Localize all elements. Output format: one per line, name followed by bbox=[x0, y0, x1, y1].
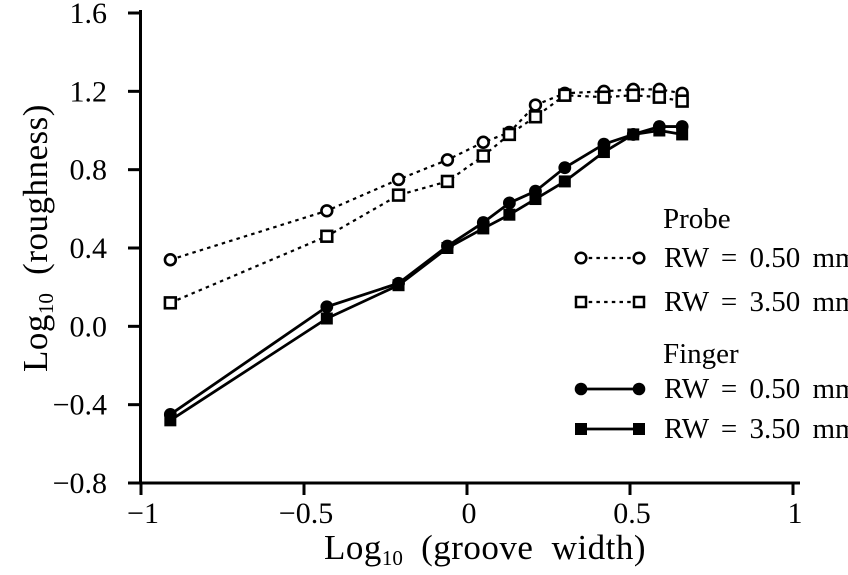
y-tick: 0.8 bbox=[70, 154, 141, 187]
filled-square-solid-swatch-icon bbox=[575, 423, 645, 435]
open-circle-dashed-swatch-icon bbox=[574, 251, 646, 265]
legend-item-probe-rw050: RW = 0.50 mm bbox=[567, 242, 848, 274]
filled-square-marker bbox=[441, 242, 454, 254]
x-axis-title-rest: (groove width) bbox=[421, 528, 647, 567]
open-square-marker bbox=[163, 296, 178, 310]
x-axis-title-main: Log bbox=[323, 528, 382, 567]
filled-square-marker bbox=[597, 146, 610, 159]
y-tick: 0.4 bbox=[70, 232, 141, 265]
x-tick: −0.5 bbox=[279, 483, 333, 530]
y-tick: −0.8 bbox=[53, 467, 141, 500]
open-square-marker bbox=[528, 110, 543, 124]
filled-square-marker bbox=[503, 208, 516, 221]
series-finger-rw-3-50-mm bbox=[164, 124, 689, 427]
filled-square-marker bbox=[320, 312, 333, 325]
y-tick: 1.6 bbox=[70, 0, 141, 30]
x-tick: −1 bbox=[127, 483, 159, 530]
legend-heading-probe: Probe bbox=[663, 203, 731, 235]
filled-square-marker bbox=[529, 193, 542, 206]
legend-label-probe-rw050: RW = 0.50 mm bbox=[664, 241, 848, 274]
x-tick-label: −0.5 bbox=[279, 497, 333, 530]
x-tick-label: 0 bbox=[462, 497, 477, 530]
y-tick-label: 1.6 bbox=[70, 0, 108, 30]
x-axis-title: Log10 (groove width) bbox=[280, 528, 690, 571]
filled-square-marker bbox=[676, 128, 689, 141]
legend-item-finger-rw050: RW = 0.50 mm bbox=[567, 373, 848, 405]
y-tick: −0.4 bbox=[53, 389, 141, 422]
x-tick: 1 bbox=[788, 483, 803, 530]
y-tick-label: 1.2 bbox=[70, 75, 108, 108]
y-axis-title-subscript: 10 bbox=[33, 293, 58, 315]
x-tick: 0 bbox=[462, 483, 477, 530]
open-square-marker bbox=[502, 127, 517, 142]
y-tick: 0.0 bbox=[70, 310, 141, 343]
filled-circle-marker bbox=[558, 161, 572, 175]
y-axis-title: Log10 (roughness) bbox=[16, 88, 58, 388]
legend-heading-finger: Finger bbox=[663, 338, 739, 370]
filled-circle-marker bbox=[502, 196, 516, 210]
legend-label-finger-rw050: RW = 0.50 mm bbox=[664, 372, 848, 405]
open-circle-marker bbox=[391, 172, 406, 187]
open-square-marker bbox=[476, 149, 490, 163]
y-axis-title-main: Log bbox=[16, 314, 55, 372]
x-tick-label: −1 bbox=[127, 497, 159, 530]
filled-square-marker bbox=[558, 175, 571, 188]
open-square-marker bbox=[675, 94, 689, 108]
y-axis-title-rest: (roughness) bbox=[16, 104, 55, 275]
open-square-marker bbox=[597, 90, 611, 104]
legend-label-probe-rw350: RW = 3.50 mm bbox=[664, 285, 848, 318]
x-tick-label: 1 bbox=[788, 497, 803, 530]
y-tick-label: 0.8 bbox=[70, 154, 108, 187]
open-square-marker bbox=[652, 90, 667, 104]
y-tick: 1.2 bbox=[70, 75, 141, 108]
x-tick: 0.5 bbox=[613, 483, 651, 530]
filled-square-marker bbox=[164, 414, 177, 427]
filled-square-marker bbox=[627, 128, 640, 141]
y-tick-label: 0.4 bbox=[70, 232, 108, 265]
open-circle-marker bbox=[440, 153, 455, 167]
y-tick-label: −0.8 bbox=[53, 467, 107, 500]
series-probe-rw-3-50-mm bbox=[163, 88, 689, 310]
open-circle-marker bbox=[320, 204, 334, 218]
y-tick-label: −0.4 bbox=[53, 389, 107, 422]
legend-item-finger-rw350: RW = 3.50 mm bbox=[567, 413, 848, 445]
series-probe-rw-0-50-mm bbox=[163, 82, 689, 267]
open-square-marker bbox=[391, 188, 406, 202]
open-square-marker bbox=[558, 88, 572, 102]
filled-square-marker bbox=[392, 279, 405, 292]
open-square-marker bbox=[626, 88, 640, 102]
filled-square-marker bbox=[477, 222, 490, 235]
filled-circle-marker bbox=[320, 300, 334, 314]
legend-label-finger-rw350: RW = 3.50 mm bbox=[664, 412, 848, 445]
open-circle-marker bbox=[476, 135, 490, 149]
filled-square-marker bbox=[653, 124, 666, 137]
open-square-dashed-swatch-icon bbox=[574, 295, 646, 309]
filled-circle-solid-swatch-icon bbox=[574, 382, 646, 396]
x-axis-title-subscript: 10 bbox=[381, 545, 403, 570]
open-square-marker bbox=[440, 174, 455, 189]
open-circle-marker bbox=[163, 253, 178, 267]
open-square-marker bbox=[320, 229, 334, 243]
x-tick-label: 0.5 bbox=[613, 497, 651, 530]
y-tick-label: 0.0 bbox=[70, 310, 108, 343]
axes: −1 −0.5 0 0.5 1 1.6 1.2 0.8 0.4 0.0 −0.4 −0.8 bbox=[53, 0, 803, 530]
open-circle-marker bbox=[528, 98, 543, 112]
legend-item-probe-rw350: RW = 3.50 mm bbox=[567, 286, 848, 318]
